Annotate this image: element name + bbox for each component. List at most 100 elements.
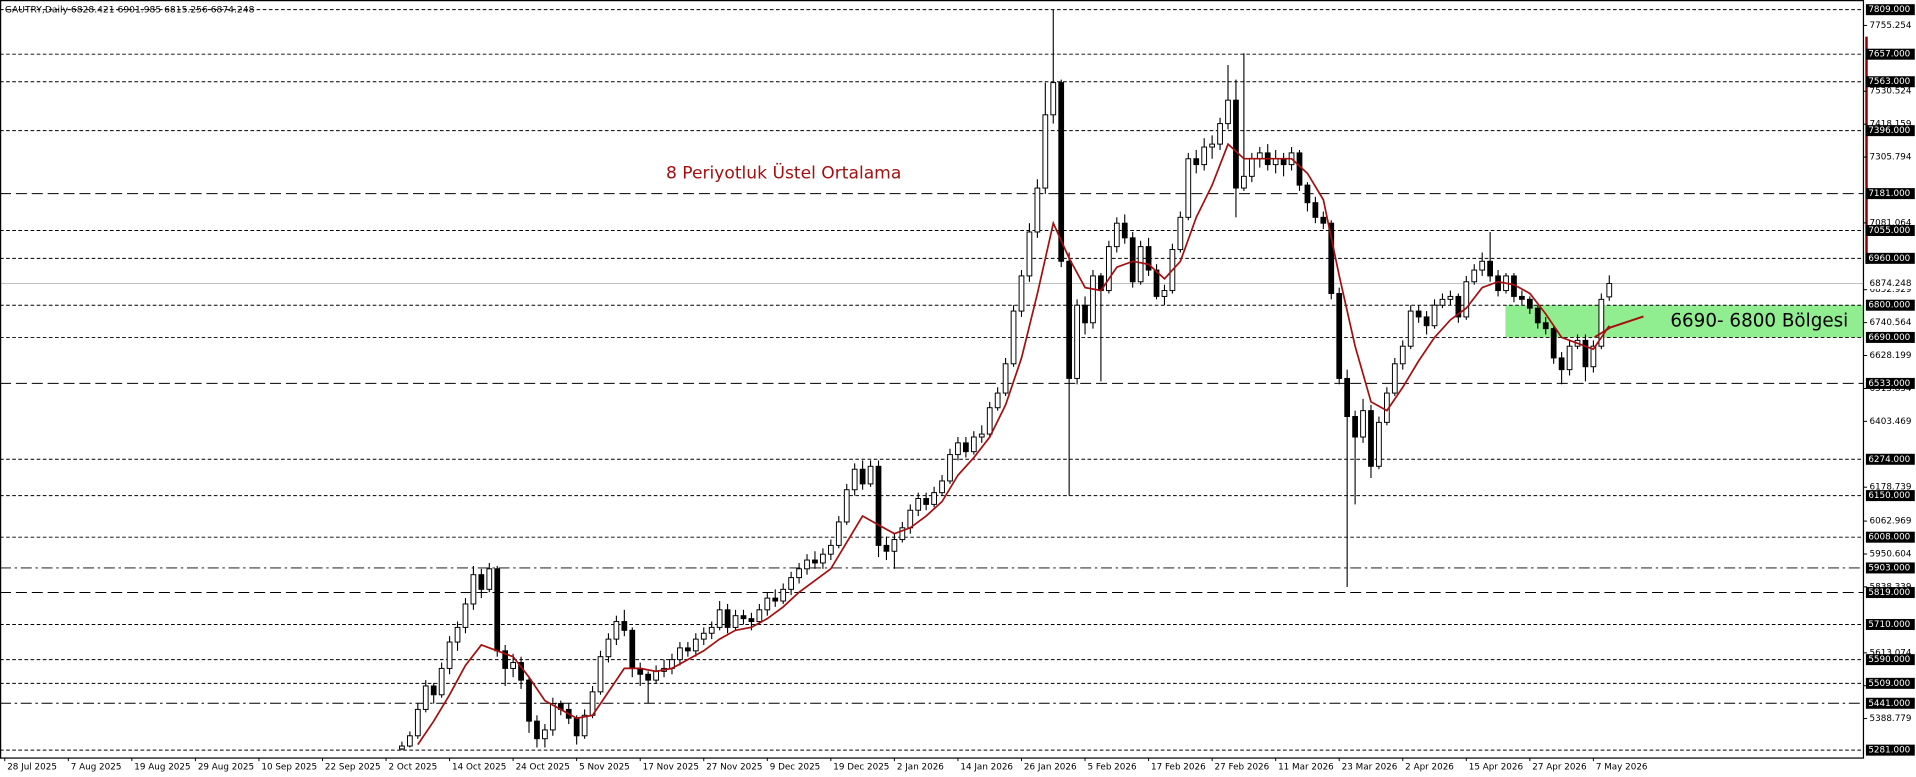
candle-body [1129, 237, 1136, 283]
candle-body [1423, 316, 1430, 327]
chart-title: GAUTRY,Daily 6828.421 6901.985 6815.256 … [5, 4, 255, 15]
level-label-box [1865, 188, 1915, 200]
candle-body [1010, 310, 1017, 365]
candle-body [645, 673, 652, 681]
zone-label: 6690- 6800 Bölgesi [1670, 310, 1848, 331]
candle-body [732, 615, 739, 628]
x-tick-label: 2 Apr 2026 [1405, 763, 1454, 773]
x-tick-label: 28 Jul 2025 [7, 763, 57, 773]
candle-body [772, 597, 779, 602]
x-tick-label: 5 Nov 2025 [579, 763, 630, 773]
candle-body [899, 527, 906, 541]
candle-body [692, 638, 699, 652]
x-tick-label: 10 Sep 2025 [261, 763, 317, 773]
plot-frame [0, 0, 1865, 759]
level-label: 6274.000 [1868, 455, 1910, 465]
candle-body [1209, 143, 1215, 148]
x-tick-label: 2 Jan 2026 [897, 763, 944, 773]
x-tick-label: 27 Apr 2026 [1532, 763, 1587, 773]
level-label: 6533.000 [1868, 379, 1910, 389]
level-label: 6150.000 [1868, 491, 1910, 501]
candle-body [526, 679, 532, 722]
candle-body [1058, 82, 1065, 262]
candle-body [1090, 275, 1096, 324]
candle-body [1479, 260, 1486, 271]
x-tick-label: 14 Oct 2025 [452, 763, 506, 773]
x-tick-label: 22 Sep 2025 [325, 763, 381, 773]
candle-body [708, 626, 715, 634]
level-label: 5590.000 [1868, 655, 1910, 665]
candle-body [486, 568, 493, 590]
level-label: 7657.000 [1868, 50, 1910, 60]
candle-body [1431, 304, 1438, 327]
level-label: 6690.000 [1868, 333, 1910, 343]
y-tick-label: 7305.794 [1870, 153, 1912, 163]
candle-body [446, 641, 453, 669]
candle-body [1328, 222, 1335, 294]
level-label: 5281.000 [1868, 746, 1910, 756]
x-tick-label: 7 Aug 2025 [71, 763, 122, 773]
candle-body [835, 521, 842, 546]
candle-body [978, 433, 985, 438]
candle-body [1447, 295, 1454, 300]
y-tick-label: 6178.739 [1870, 483, 1912, 493]
level-label-box [1865, 4, 1915, 16]
candle-body [915, 498, 922, 511]
x-tick-label: 17 Nov 2025 [643, 763, 699, 773]
level-label: 6008.000 [1868, 533, 1910, 543]
candle-body [1161, 290, 1168, 297]
candle-body [1455, 295, 1462, 318]
candle-body [923, 498, 930, 505]
candle-body [1233, 99, 1239, 189]
level-label: 6960.000 [1868, 254, 1910, 264]
candle-body [581, 714, 588, 737]
level-label: 7396.000 [1868, 126, 1910, 136]
candle-body [1034, 187, 1041, 233]
candle-body [764, 597, 771, 611]
candle-body [1042, 114, 1049, 189]
candle-body [812, 559, 818, 564]
candle-body [1344, 377, 1351, 417]
candle-body [1598, 298, 1605, 347]
level-label-box [1865, 490, 1915, 502]
level-label-box [1865, 677, 1915, 689]
candle-body [1074, 304, 1080, 379]
level-label: 5819.000 [1868, 588, 1910, 598]
level-label-box [1865, 654, 1915, 666]
main-layer [399, 9, 1644, 751]
x-tick-label: 19 Aug 2025 [134, 763, 190, 773]
candle-body [700, 632, 707, 640]
candle-body [1026, 231, 1033, 277]
level-label-box [1865, 587, 1915, 599]
candle-body [1336, 293, 1343, 379]
x-tick-label: 27 Feb 2026 [1215, 763, 1270, 773]
candle-body [955, 442, 961, 456]
level-label: 7181.000 [1868, 189, 1910, 199]
candle-body [1407, 310, 1414, 347]
level-label-box [1865, 531, 1915, 543]
ema-annotation: 8 Periyotluk Üstel Ortalama [666, 161, 901, 183]
candle-body [1066, 260, 1073, 379]
candle-body [1606, 282, 1613, 298]
candle-body [1360, 410, 1366, 438]
candle-body [510, 662, 516, 669]
candle-body [470, 574, 477, 605]
y-tick-label: 5613.074 [1870, 648, 1912, 658]
x-tick-label: 15 Apr 2026 [1469, 763, 1524, 773]
candle-body [1487, 260, 1494, 277]
x-tick-label: 24 Oct 2025 [516, 763, 570, 773]
candle-body [780, 588, 787, 602]
candle-body [621, 621, 628, 631]
candle-body [907, 509, 914, 529]
candle-body [1225, 99, 1231, 125]
candle-body [1415, 310, 1422, 318]
candle-body [1280, 158, 1287, 166]
candle-body [1542, 322, 1549, 330]
candle-body [1312, 202, 1319, 218]
candle-body [1002, 363, 1009, 394]
candle-body [724, 609, 731, 628]
candle-body [534, 720, 540, 740]
candle-body [1153, 269, 1160, 297]
candle-body [1558, 357, 1565, 371]
candle-body [1526, 298, 1533, 309]
